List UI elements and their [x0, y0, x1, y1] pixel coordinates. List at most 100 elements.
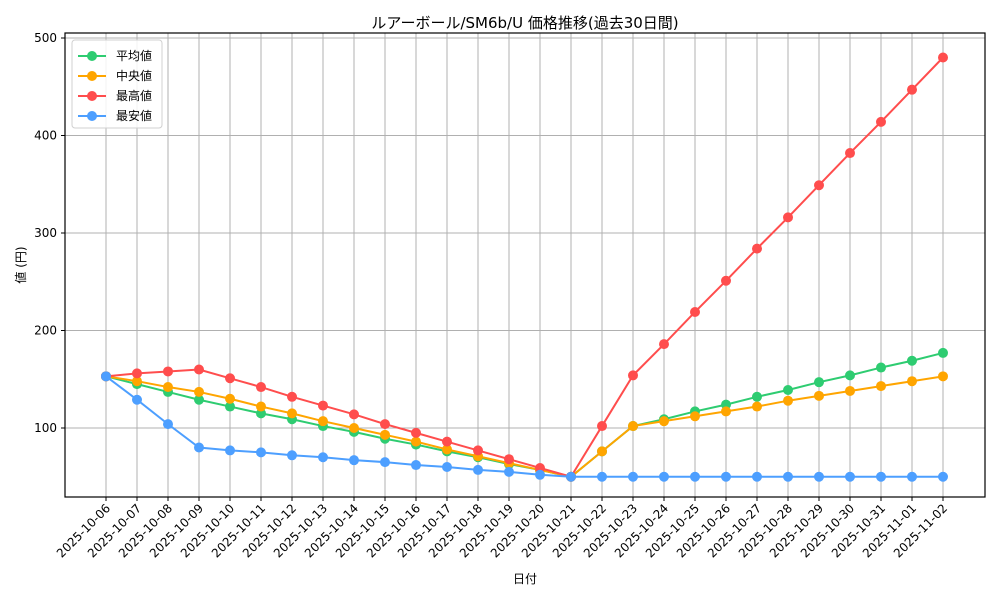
- data-point: [566, 471, 576, 482]
- data-point: [597, 421, 607, 432]
- data-point: [504, 466, 514, 477]
- data-point: [380, 419, 390, 430]
- data-point: [411, 460, 421, 471]
- x-axis-label: 日付: [513, 572, 537, 586]
- data-point: [876, 381, 886, 392]
- data-point: [473, 445, 483, 456]
- legend-marker: [87, 91, 97, 101]
- data-point: [690, 411, 700, 422]
- data-point: [287, 450, 297, 461]
- data-point: [814, 377, 824, 388]
- y-axis: 100 200 300 400 500: [34, 31, 65, 435]
- data-point: [318, 400, 328, 411]
- data-point: [411, 427, 421, 438]
- data-point: [752, 471, 762, 482]
- data-point: [907, 84, 917, 95]
- series-line: [105, 375, 943, 478]
- data-point: [597, 471, 607, 482]
- data-point: [783, 384, 793, 395]
- data-point: [721, 406, 731, 417]
- data-point: [194, 386, 204, 397]
- data-point: [225, 445, 235, 456]
- data-point: [535, 469, 545, 480]
- data-point: [132, 368, 142, 379]
- data-point: [876, 471, 886, 482]
- series-3: [101, 371, 948, 482]
- data-point: [442, 462, 452, 472]
- data-point: [721, 275, 731, 286]
- data-point: [845, 471, 855, 482]
- y-tick-label: 200: [34, 324, 57, 338]
- data-point: [380, 429, 390, 440]
- data-point: [783, 212, 793, 223]
- data-point: [938, 52, 948, 63]
- data-point: [504, 454, 514, 465]
- data-point: [256, 447, 266, 458]
- data-point: [814, 471, 824, 482]
- data-point: [318, 416, 328, 427]
- data-point: [349, 423, 359, 433]
- data-point: [938, 347, 948, 358]
- legend-item: 最高値: [78, 88, 152, 103]
- series-line: [105, 375, 944, 478]
- series-1: [101, 371, 948, 482]
- legend-marker: [87, 111, 97, 121]
- data-point: [349, 409, 359, 420]
- data-point: [659, 339, 669, 350]
- legend-label: 中央値: [116, 68, 152, 83]
- data-point: [628, 471, 638, 482]
- data-point: [907, 471, 917, 482]
- series-line: [105, 56, 944, 478]
- data-point: [287, 408, 297, 419]
- data-point: [752, 401, 762, 412]
- data-point: [194, 394, 204, 405]
- data-point: [659, 471, 669, 482]
- plot-frame: [64, 32, 986, 498]
- legend-marker: [87, 71, 97, 81]
- data-point: [349, 455, 359, 466]
- legend-box: [71, 39, 163, 129]
- data-point: [628, 370, 638, 381]
- grid-lines: [65, 33, 985, 497]
- data-point: [659, 416, 669, 427]
- legend-label: 最高値: [116, 88, 152, 103]
- legend-item: 中央値: [78, 68, 152, 83]
- data-point: [876, 116, 886, 127]
- data-point: [163, 382, 173, 393]
- data-point: [256, 382, 266, 393]
- legend-item: 平均値: [78, 48, 152, 63]
- data-point: [845, 385, 855, 396]
- data-point: [814, 180, 824, 191]
- data-point: [256, 401, 266, 412]
- y-tick-label: 500: [34, 31, 57, 45]
- series-0: [101, 347, 948, 482]
- data-point: [783, 471, 793, 482]
- data-point: [411, 436, 421, 447]
- y-tick-label: 100: [34, 421, 57, 435]
- chart-title: ルアーボール/SM6b/U 価格推移(過去30日間): [371, 14, 678, 32]
- legend-label: 平均値: [116, 48, 152, 63]
- data-point: [752, 243, 762, 254]
- data-point: [597, 446, 607, 457]
- data-point: [783, 395, 793, 406]
- data-point: [225, 393, 235, 404]
- data-point: [814, 390, 824, 401]
- data-point: [132, 376, 142, 387]
- y-axis-label: 値 (円): [13, 246, 28, 283]
- data-point: [442, 444, 452, 455]
- data-point: [690, 306, 700, 317]
- data-point: [225, 373, 235, 384]
- data-point: [101, 371, 111, 382]
- data-point: [876, 362, 886, 373]
- data-point: [163, 419, 173, 430]
- legend-label: 最安値: [116, 108, 152, 123]
- y-tick-label: 300: [34, 226, 57, 240]
- data-point: [628, 421, 638, 432]
- data-point: [287, 391, 297, 402]
- data-point: [194, 364, 204, 375]
- series-2: [101, 52, 948, 482]
- data-point: [380, 457, 390, 468]
